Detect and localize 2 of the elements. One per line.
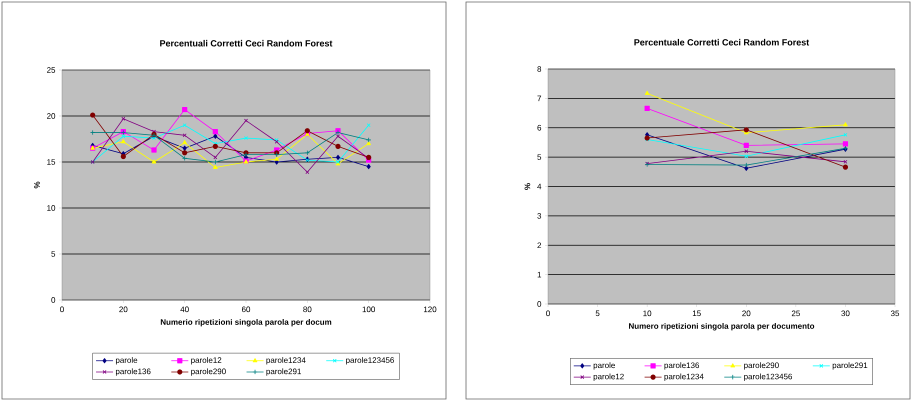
chart-title: Percentuale Corretti Ceci Random Forest (634, 38, 810, 46)
chart-title: Percentuali Corretti Ceci Random Forest (160, 40, 332, 47)
